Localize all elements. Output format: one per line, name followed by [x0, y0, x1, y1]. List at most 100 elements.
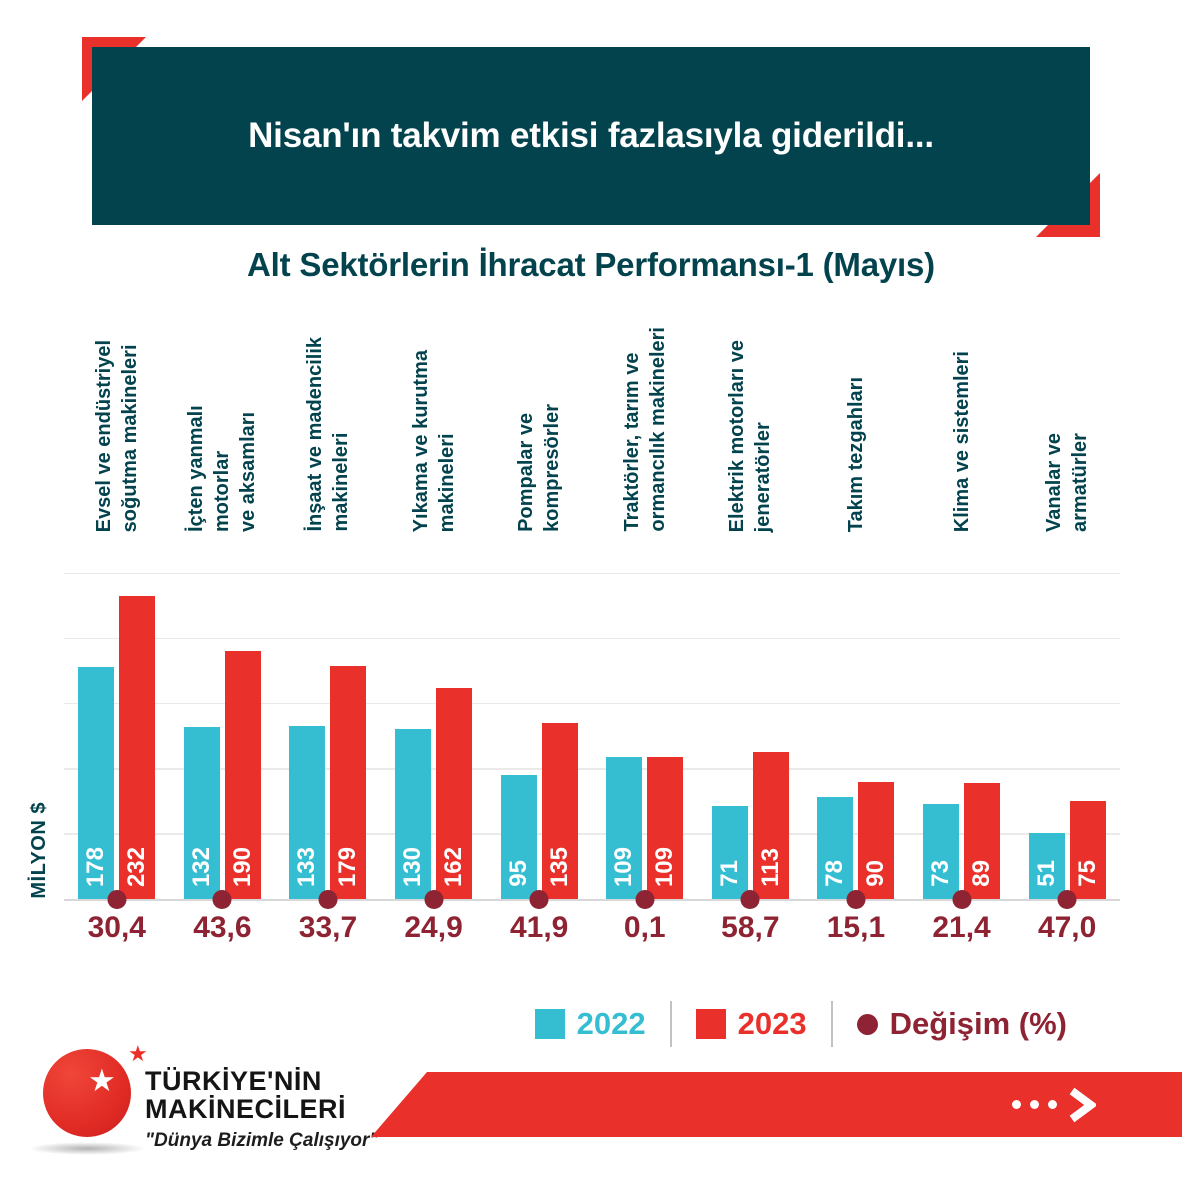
bar-value: 162 [440, 846, 468, 887]
change-dot [952, 890, 972, 909]
category-label: Klima ve sistemleri [909, 320, 1015, 548]
change-dot [846, 890, 866, 909]
change-dot [740, 890, 760, 909]
bar-2022: 109 [606, 756, 643, 899]
legend-label: 2023 [737, 1006, 807, 1041]
bar-value: 135 [545, 846, 573, 887]
brand-name-line1: TÜRKİYE'NİN [145, 1066, 322, 1096]
bar-value-wrap: 135 [542, 847, 578, 887]
category-label: Elektrik motorları ve jeneratörler [698, 320, 804, 548]
brand-name-line2: MAKİNECİLERİ [145, 1094, 346, 1125]
gridline-150 [64, 702, 1120, 705]
bar-group: 130 162 [381, 573, 487, 909]
legend-divider [669, 1001, 672, 1047]
legend-swatch-circle [856, 1013, 878, 1035]
category-label: Takım tezgahları [803, 320, 909, 548]
chart-title: Alt Sektörlerin İhracat Performansı-1 (M… [247, 246, 935, 283]
chevron-right-icon [1069, 1087, 1096, 1122]
bar-value-wrap: 109 [606, 847, 642, 887]
category-label-text: İçten yanmalı motorlar ve aksamları [185, 405, 260, 532]
bar-groups: 178 232 132 190 133 179 130 162 95 135 109 109 71 113… [64, 573, 1120, 909]
change-dot [318, 890, 338, 909]
bar-value-wrap: 178 [78, 847, 114, 887]
bar-group: 95 135 [486, 573, 592, 909]
change-dot [424, 890, 444, 909]
category-label-text: Klima ve sistemleri [950, 350, 973, 532]
headline-title: Nisan'ın takvim etkisi fazlasıyla gideri… [248, 116, 934, 155]
bar-2023: 190 [224, 651, 261, 899]
bar-value: 113 [756, 848, 784, 887]
category-label: Pompalar ve kompresörler [486, 320, 592, 548]
bar-value: 73 [927, 860, 955, 887]
bar-value-wrap: 232 [119, 847, 155, 887]
category-label-text: Yıkama ve kurutma makineleri [409, 349, 458, 532]
bar-value: 179 [334, 846, 362, 887]
gridline-200 [64, 637, 1120, 640]
category-label-row: Evsel ve endüstriyel soğutma makineleri İ… [64, 320, 1120, 548]
category-label-text: Takım tezgahları [844, 376, 867, 532]
bar-value-wrap: 71 [712, 860, 748, 887]
category-label: İnşaat ve madencilik makineleri [275, 320, 381, 548]
bar-value-wrap: 190 [225, 847, 261, 887]
bar-2022: 130 [395, 729, 432, 899]
bar-value: 71 [715, 860, 743, 887]
category-label: Yıkama ve kurutma makineleri [381, 320, 487, 548]
bar-group: 132 190 [170, 573, 276, 909]
change-dot [1057, 890, 1077, 909]
change-percent-value: 33,7 [298, 911, 358, 944]
bar-value: 190 [228, 846, 256, 887]
category-label-text: Traktörler, tarım ve ormancılık makinele… [620, 327, 669, 532]
change-percent-value: 15,1 [826, 911, 886, 944]
bar-value: 178 [82, 846, 110, 887]
bar-value: 133 [293, 846, 321, 887]
next-arrow-button[interactable] [1012, 1072, 1096, 1137]
bar-value-wrap: 132 [184, 847, 220, 887]
change-percent-value: 30,4 [87, 911, 146, 944]
bar-value-wrap: 51 [1029, 860, 1065, 887]
change-dot [107, 890, 127, 909]
bar-group: 109 109 [592, 573, 698, 909]
change-percent-value: 0,1 [623, 911, 666, 944]
bar-value-wrap: 162 [436, 847, 472, 887]
legend-swatch-square [695, 1009, 726, 1039]
bar-group: 78 90 [803, 573, 909, 909]
bar-value: 51 [1032, 860, 1060, 887]
legend-label: Değişim (%) [889, 1006, 1067, 1041]
ellipsis-dot [1030, 1100, 1039, 1109]
bar-value-wrap: 73 [923, 860, 959, 887]
bar-2023: 113 [752, 751, 789, 899]
bar-value-wrap: 75 [1070, 860, 1106, 887]
brand-tagline: "Dünya Bizimle Çalışıyor" [145, 1129, 379, 1151]
bar-2022: 73 [923, 803, 960, 899]
bar-value-wrap: 90 [858, 860, 894, 887]
brand-text-block: TÜRKİYE'NİN MAKİNECİLERİ "Dünya Bizimle … [145, 1067, 378, 1152]
gridline-250 [64, 572, 1120, 574]
bar-2022: 95 [500, 775, 537, 899]
brand-logo-circle [43, 1049, 131, 1137]
logo-white-star-icon: ★ [88, 1063, 116, 1099]
bar-value-wrap: 109 [647, 847, 683, 887]
category-label-text: İnşaat ve madencilik makineleri [303, 337, 352, 532]
bar-value: 232 [123, 846, 151, 887]
bar-2022: 71 [711, 806, 748, 899]
legend-item-2023: 2023 [695, 1006, 807, 1042]
legend-divider [830, 1001, 833, 1047]
bar-value-wrap: 78 [817, 860, 853, 887]
bar-value: 90 [862, 860, 890, 887]
bar-2023: 109 [647, 756, 684, 899]
category-label-text: Evsel ve endüstriyel soğutma makineleri [92, 339, 141, 532]
bar-value: 95 [504, 860, 532, 887]
bar-value: 109 [610, 846, 638, 887]
change-percent-value: 43,6 [193, 911, 252, 944]
change-dot [635, 890, 655, 909]
bar-group: 71 113 [698, 573, 804, 909]
bar-2023: 179 [330, 665, 367, 899]
bar-2023: 135 [541, 722, 578, 899]
bar-2023: 75 [1069, 801, 1106, 899]
footer-ribbon [371, 1072, 1182, 1137]
category-label-text: Elektrik motorları ve jeneratörler [726, 339, 775, 532]
change-percent-value: 24,9 [404, 911, 463, 944]
bar-value-wrap: 95 [501, 860, 537, 887]
category-label: İçten yanmalı motorlar ve aksamları [170, 320, 276, 548]
